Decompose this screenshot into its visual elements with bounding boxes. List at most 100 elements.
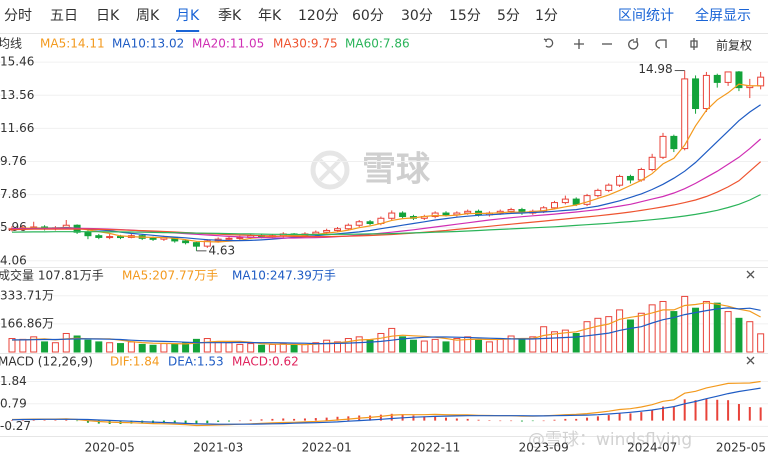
timeframe-tab[interactable]: 年K	[258, 8, 282, 24]
volume-bar	[355, 336, 363, 353]
timeframe-tab[interactable]: 15分	[449, 8, 481, 24]
macd-histogram-bar	[531, 420, 534, 422]
x-tick-label: 2021-03	[193, 441, 243, 455]
timeframe-tab[interactable]: 30分	[401, 8, 433, 24]
volume-bar	[30, 336, 38, 353]
timeframe-tab[interactable]: 1分	[535, 8, 558, 24]
y-tick-label: 4.06	[0, 253, 27, 267]
y-tick-label: 9.76	[0, 154, 27, 168]
volume-bar	[409, 339, 417, 353]
volume-title: 成交量 107.81万手	[0, 268, 104, 283]
volume-bar	[540, 326, 548, 353]
volume-bar	[420, 340, 428, 353]
candle-icon[interactable]	[690, 38, 698, 50]
volume-bar	[51, 342, 59, 353]
candle-body	[355, 221, 363, 226]
x-tick-label: 2025-05	[716, 441, 766, 455]
volume-bar	[626, 319, 634, 353]
candle-body	[724, 71, 732, 83]
candle-body	[572, 198, 580, 205]
timeframe-tab[interactable]: 5分	[497, 8, 520, 24]
volume-bar	[106, 342, 114, 353]
macd-histogram-bar	[575, 418, 578, 421]
close-volume-icon[interactable]	[746, 270, 755, 279]
legend-item: MA20:11.05	[192, 37, 264, 51]
candle-body	[681, 78, 689, 150]
macd-histogram-bar	[607, 415, 610, 421]
macd-histogram-bar	[379, 414, 382, 421]
timeframe-tab[interactable]: 五日	[50, 8, 78, 24]
candle-body	[442, 212, 450, 216]
volume-bar	[203, 338, 211, 353]
macd-histogram-bar	[553, 419, 556, 421]
x-tick-label: 2022-11	[410, 441, 460, 455]
volume-bar	[681, 295, 689, 353]
volume-bar	[149, 344, 157, 353]
timeframe-tab[interactable]: 60分	[352, 8, 384, 24]
volume-bar	[485, 341, 493, 353]
reset-icon[interactable]	[655, 39, 667, 49]
candle-body	[399, 212, 407, 218]
line-dea	[11, 387, 761, 425]
volume-bar	[268, 343, 276, 353]
candle-body	[117, 236, 124, 239]
macd-histogram-bar	[325, 417, 328, 421]
timeframe-tab[interactable]: 周K	[136, 8, 160, 24]
timeframe-tab[interactable]: 120分	[298, 8, 339, 24]
candle-body	[106, 236, 114, 239]
line-ma30	[11, 161, 761, 238]
macd-histogram-bar	[206, 420, 209, 424]
timeframe-tab[interactable]: 分时	[4, 8, 32, 24]
adjust-mode[interactable]: 前复权	[716, 38, 752, 53]
macd-histogram-bar	[640, 412, 643, 421]
macd-histogram-bar	[672, 406, 675, 421]
volume-bar	[62, 332, 70, 353]
y-tick-label: 13.56	[0, 88, 34, 102]
candle-body	[626, 175, 634, 181]
candle-body	[507, 209, 515, 212]
macd-histogram-bar	[716, 399, 719, 421]
volume-bar	[561, 329, 569, 353]
y-tick-label: 0.79	[0, 396, 27, 410]
macd-histogram-bar	[43, 420, 46, 421]
macd-histogram-bar	[249, 419, 252, 421]
macd-histogram-bar	[282, 418, 285, 421]
close-macd-icon[interactable]	[746, 356, 755, 365]
candle-body	[344, 224, 352, 230]
toolbar-action[interactable]: 区间统计	[618, 8, 674, 24]
zoom-in-icon[interactable]	[574, 39, 584, 49]
macd-histogram-bar	[542, 420, 545, 422]
macd-histogram-bar	[694, 400, 697, 421]
candle-body	[149, 237, 157, 240]
volume-bar	[41, 341, 49, 353]
toolbar-icons[interactable]	[543, 38, 755, 365]
timeframe-tab[interactable]: 季K	[218, 8, 242, 24]
toolbar-action[interactable]: 全屏显示	[695, 7, 751, 24]
macd-histogram-bar	[737, 404, 740, 421]
volume-bar	[431, 338, 439, 353]
volume-bar	[127, 341, 135, 353]
volume-bar	[735, 317, 743, 353]
volume-bar	[399, 336, 407, 353]
refresh-icon[interactable]	[628, 38, 639, 50]
macd-histogram-bar	[434, 416, 437, 421]
candle-body	[702, 74, 710, 110]
macd-histogram-bar	[586, 417, 589, 421]
candle-body	[388, 212, 396, 219]
macd-histogram-bar	[54, 420, 57, 421]
undo-icon[interactable]	[543, 38, 554, 48]
macd-histogram-bar	[748, 406, 751, 421]
macd-histogram-bar	[195, 420, 198, 425]
volume-bar	[507, 335, 515, 353]
macd-histogram-bar	[488, 420, 491, 421]
volume-bar	[366, 339, 374, 353]
volume-bar	[312, 342, 320, 353]
y-tick-label: 1.84	[0, 374, 27, 388]
y-tick-label: -0.27	[0, 419, 31, 433]
timeframe-tab[interactable]: 月K	[176, 8, 200, 24]
volume-bar	[290, 344, 298, 353]
macd-histogram-bar	[336, 416, 339, 421]
timeframe-tab[interactable]: 日K	[96, 8, 120, 24]
volume-bar	[713, 302, 721, 353]
